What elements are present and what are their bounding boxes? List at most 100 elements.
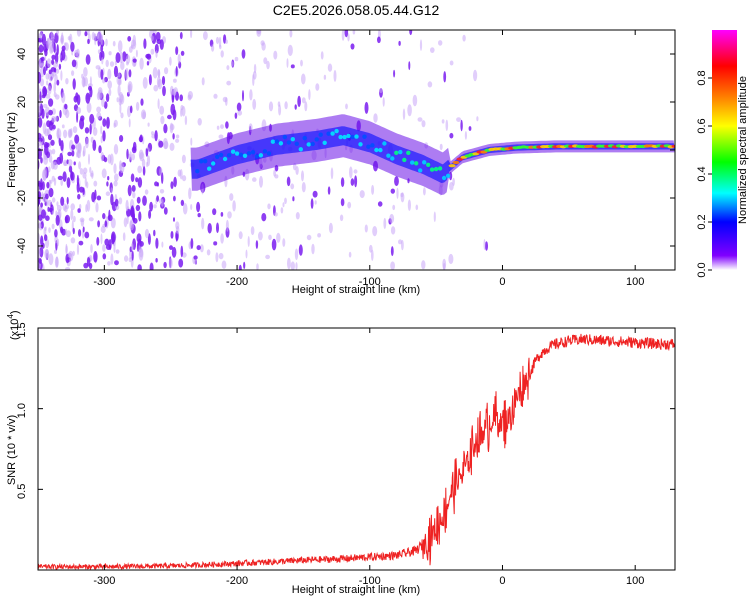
- noise-blob: [265, 254, 270, 260]
- noise-blob: [44, 48, 48, 57]
- noise-blob: [364, 224, 368, 233]
- noise-blob: [160, 115, 165, 125]
- noise-blob: [114, 260, 119, 266]
- noise-blob: [53, 92, 57, 98]
- noise-blob: [122, 232, 126, 242]
- noise-blob: [42, 122, 47, 135]
- ridge-blob: [426, 162, 431, 167]
- noise-blob: [333, 69, 337, 82]
- noise-blob: [268, 234, 272, 240]
- noise-blob: [109, 61, 115, 67]
- noise-blob: [79, 168, 84, 175]
- noise-blob: [173, 176, 177, 188]
- noise-blob: [72, 126, 78, 134]
- noise-blob: [46, 181, 50, 189]
- noise-blob: [41, 169, 47, 181]
- noise-blob: [392, 204, 396, 211]
- noise-blob: [252, 177, 257, 182]
- noise-blob: [144, 228, 150, 239]
- noise-blob: [445, 119, 449, 131]
- noise-blob: [476, 116, 479, 122]
- noise-blob: [114, 60, 117, 66]
- noise-blob: [407, 199, 411, 211]
- noise-blob: [76, 181, 80, 193]
- noise-blob: [93, 180, 98, 187]
- noise-blob: [39, 246, 44, 258]
- ridge-blob: [398, 149, 403, 155]
- noise-blob: [46, 120, 51, 128]
- noise-blob: [55, 256, 59, 268]
- noise-blob: [276, 232, 281, 243]
- noise-blob: [215, 252, 219, 263]
- noise-blob: [439, 143, 443, 151]
- noise-blob: [371, 184, 375, 195]
- noise-blob: [84, 127, 90, 134]
- noise-blob: [94, 189, 97, 200]
- noise-blob: [38, 106, 41, 117]
- ridge-blob: [226, 153, 232, 158]
- noise-blob: [61, 45, 66, 52]
- noise-blob: [38, 223, 42, 229]
- noise-blob: [274, 212, 278, 217]
- noise-blob: [290, 64, 295, 69]
- noise-blob: [57, 175, 63, 181]
- noise-blob: [85, 54, 91, 65]
- noise-blob: [163, 207, 168, 215]
- noise-blob: [97, 30, 102, 42]
- noise-blob: [273, 169, 276, 177]
- noise-blob: [213, 241, 218, 246]
- noise-blob: [83, 67, 88, 77]
- noise-blob: [100, 69, 104, 80]
- noise-blob: [89, 123, 92, 135]
- noise-blob: [354, 175, 358, 188]
- ridge-blob: [278, 141, 284, 146]
- noise-blob: [60, 49, 66, 61]
- ridge-blob: [671, 144, 675, 148]
- noise-blob: [127, 84, 131, 95]
- noise-blob: [203, 31, 208, 41]
- noise-blob: [102, 118, 107, 127]
- spectrogram-y-label: Frequency (Hz): [6, 112, 18, 188]
- noise-blob: [61, 124, 65, 129]
- noise-blob: [60, 70, 63, 81]
- noise-blob: [226, 65, 230, 71]
- noise-blob: [136, 233, 142, 243]
- noise-blob: [60, 196, 65, 206]
- noise-blob: [282, 238, 286, 247]
- noise-blob: [341, 30, 345, 41]
- noise-blob: [175, 134, 180, 139]
- noise-blob: [58, 63, 62, 70]
- noise-blob: [49, 207, 53, 213]
- noise-blob: [179, 169, 183, 180]
- noise-blob: [107, 68, 112, 80]
- ridge-blob: [338, 134, 343, 140]
- noise-blob: [135, 177, 139, 183]
- noise-blob: [149, 262, 154, 270]
- ridge-blob: [266, 151, 272, 156]
- noise-blob: [290, 183, 295, 190]
- colorbar-tick-label: 0.4: [696, 166, 708, 181]
- noise-blob: [65, 78, 69, 85]
- noise-blob: [45, 193, 49, 200]
- noise-blob: [433, 211, 436, 223]
- noise-blob: [100, 125, 103, 135]
- noise-blob: [373, 113, 378, 123]
- noise-blob: [46, 151, 50, 159]
- noise-blob: [148, 74, 152, 86]
- noise-blob: [421, 120, 426, 128]
- noise-blob: [108, 88, 112, 97]
- noise-blob: [253, 63, 257, 74]
- noise-blob: [139, 241, 144, 247]
- noise-blob: [252, 98, 257, 110]
- noise-blob: [485, 241, 488, 251]
- noise-blob: [78, 161, 82, 170]
- ridge-blob: [294, 141, 299, 146]
- colorbar-tick-label: 0.0: [696, 262, 708, 277]
- noise-blob: [132, 34, 136, 47]
- noise-blob: [82, 172, 87, 179]
- noise-blob: [394, 176, 399, 187]
- noise-blob: [144, 189, 149, 195]
- noise-blob: [102, 77, 106, 84]
- noise-blob: [372, 226, 378, 237]
